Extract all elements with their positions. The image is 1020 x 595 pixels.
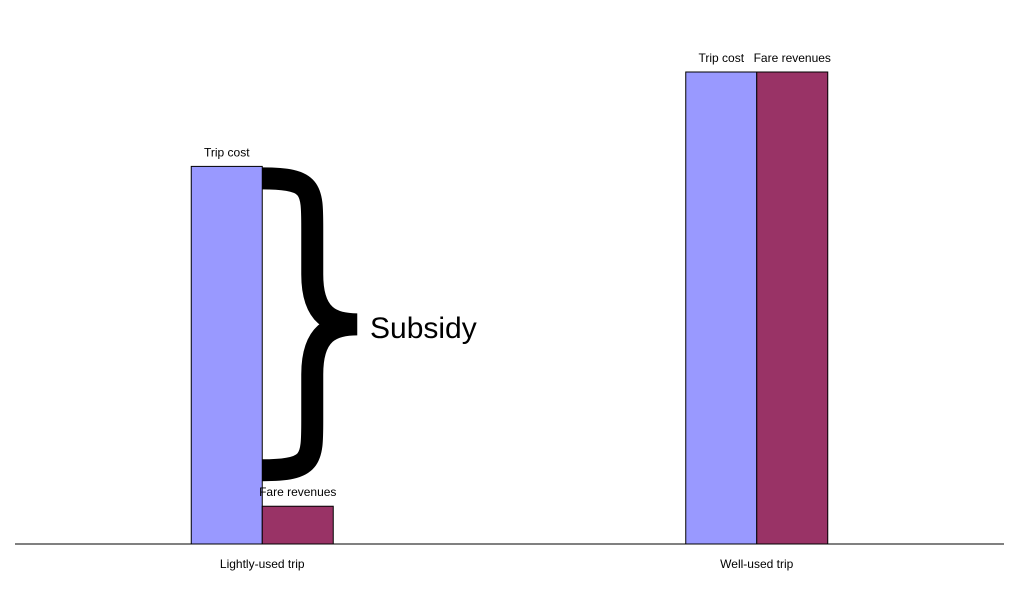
bar-label: Trip cost bbox=[698, 51, 744, 65]
bar bbox=[190, 165, 263, 545]
bar-label: Fare revenues bbox=[259, 485, 336, 499]
brace bbox=[262, 167, 358, 482]
x-tick-label: Lightly-used trip bbox=[220, 557, 305, 571]
x-tick-label: Well-used trip bbox=[720, 557, 793, 571]
bar bbox=[261, 505, 334, 545]
bar-label: Trip cost bbox=[204, 145, 250, 159]
annotation: Subsidy bbox=[370, 312, 477, 345]
bar-label: Fare revenues bbox=[754, 51, 831, 65]
bar bbox=[756, 71, 829, 545]
bar bbox=[685, 71, 758, 545]
